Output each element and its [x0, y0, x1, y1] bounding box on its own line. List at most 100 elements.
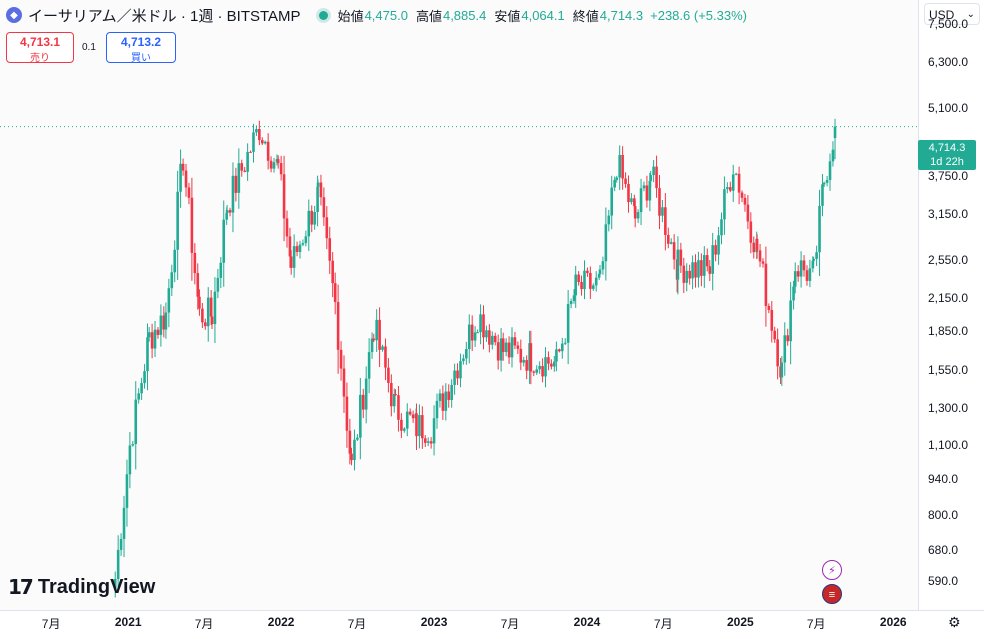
close-label: 終値	[572, 8, 599, 24]
candle-body	[167, 288, 171, 313]
candle-body	[586, 270, 589, 273]
candlestick-chart[interactable]	[0, 0, 918, 610]
candle-body	[563, 342, 567, 344]
candle-body	[210, 316, 214, 325]
time-tick-label: 7月	[806, 617, 826, 631]
time-axis[interactable]	[0, 610, 984, 639]
currency-select[interactable]: USD ⌄	[924, 3, 980, 25]
candle-body	[459, 361, 462, 379]
candle-body	[196, 273, 200, 297]
candle-body	[465, 349, 468, 359]
change-value: +238.6 (+5.33%)	[650, 7, 747, 23]
candle-body	[705, 255, 709, 267]
candle-body	[313, 211, 316, 225]
candle-body	[336, 302, 340, 350]
candle-body	[685, 270, 689, 283]
candle-body	[364, 378, 368, 410]
candle-body	[786, 335, 789, 342]
candle-body	[276, 159, 280, 164]
lightning-event-icon[interactable]: ⚡	[822, 560, 842, 580]
candle-body	[723, 189, 726, 220]
candle-body	[607, 215, 611, 225]
time-tick-label: 7月	[500, 617, 520, 631]
candle-body	[519, 348, 523, 363]
chart-area[interactable]	[0, 0, 918, 610]
candle-body	[529, 343, 533, 372]
time-tick-label: 2021	[114, 615, 142, 629]
candle-body	[237, 163, 241, 193]
candle-body	[146, 337, 149, 372]
price-tick-label: 3,150.0	[928, 207, 969, 222]
sell-button[interactable]: 4,713.1 売り	[6, 32, 74, 64]
candle-body	[598, 269, 602, 275]
candle-body	[243, 170, 246, 172]
candle-body	[594, 277, 598, 286]
candle-body	[591, 285, 595, 289]
candle-body	[717, 235, 720, 255]
candle-body	[496, 342, 500, 361]
candle-body	[749, 221, 753, 243]
candle-body	[415, 413, 418, 437]
candle-body	[231, 175, 235, 213]
candle-body	[450, 384, 453, 400]
price-tick-label: 3,750.0	[928, 168, 969, 183]
candle-body	[426, 441, 430, 443]
candle-body	[610, 187, 614, 216]
tradingview-logo[interactable]: 17 TradingView	[8, 575, 155, 599]
buy-button[interactable]: 4,713.2 買い	[106, 32, 176, 64]
candle-body	[488, 330, 491, 345]
candle-body	[621, 154, 624, 179]
candle-body	[240, 163, 244, 171]
candle-body	[639, 188, 643, 213]
candle-body	[403, 428, 406, 431]
candle-body	[669, 242, 673, 244]
candle-body	[812, 258, 815, 261]
candle-body	[630, 198, 633, 203]
candle-body	[752, 242, 756, 253]
candle-body	[773, 330, 777, 340]
candle-body	[353, 439, 356, 461]
candle-body	[408, 411, 412, 415]
candle-body	[316, 182, 320, 187]
candle-body	[295, 246, 299, 253]
candle-body	[604, 224, 608, 262]
price-axis[interactable]	[918, 0, 984, 610]
candle-body	[691, 262, 694, 279]
candle-body	[485, 330, 488, 338]
candle-body	[636, 212, 640, 219]
symbol-title[interactable]: イーサリアム／米ドル · 1週 · BITSTAMP	[28, 7, 301, 25]
spread-value: 0.1	[82, 42, 96, 53]
chevron-down-icon: ⌄	[966, 9, 975, 20]
candle-body	[219, 262, 223, 278]
candle-body	[375, 319, 378, 341]
candle-body	[743, 197, 747, 205]
candle-body	[153, 329, 157, 349]
candle-body	[359, 394, 362, 438]
candle-body	[655, 166, 658, 189]
candle-body	[796, 271, 800, 277]
time-tick-label: 2024	[573, 615, 601, 629]
candle-body	[601, 261, 605, 270]
time-tick-label: 2026	[879, 615, 907, 629]
last-price-value: 4,714.3	[928, 142, 966, 154]
candle-body	[755, 238, 759, 251]
us-flag-event-icon[interactable]: ≡	[822, 584, 842, 604]
candle-body	[201, 308, 204, 323]
candle-body	[633, 198, 636, 207]
candle-body	[767, 306, 771, 310]
candle-body	[645, 185, 649, 201]
candle-body	[516, 345, 520, 349]
open-value: 4,475.0	[364, 7, 408, 23]
high-label: 高値	[415, 8, 442, 24]
candle-body	[550, 363, 553, 367]
time-tick-label: 7月	[347, 617, 367, 631]
settings-icon[interactable]: ⚙	[948, 614, 961, 630]
candle-body	[173, 249, 177, 273]
candle-body	[720, 219, 723, 236]
candle-body	[255, 129, 258, 133]
candle-body	[473, 332, 477, 341]
candle-body	[714, 245, 717, 255]
candle-body	[378, 319, 381, 350]
candle-body	[350, 453, 353, 461]
candle-body	[467, 324, 471, 350]
